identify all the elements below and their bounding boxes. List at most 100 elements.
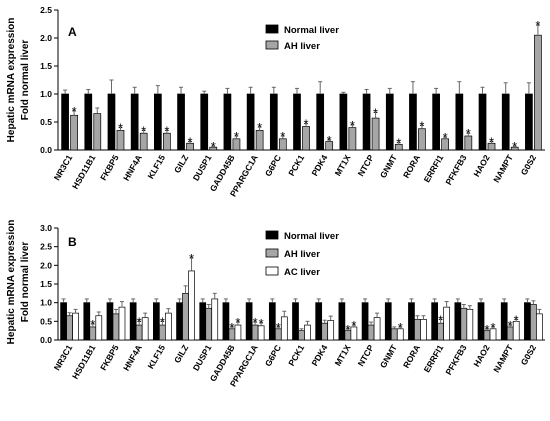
y-tick-label: 0.0 [40,335,52,345]
category-label: HSD11B1 [70,343,98,381]
bar [530,304,537,341]
bar [367,324,375,341]
category-label: GILZ [172,343,190,365]
legend-label: Normal liver [284,231,339,242]
panel-letter: B [68,235,77,249]
y-tick-label: 1.5 [40,279,52,289]
bar [246,93,255,151]
legend-swatch [265,230,279,240]
bar [177,93,185,151]
category-label: DUSP1 [191,153,214,183]
significance-star: * [137,314,142,329]
bar [362,93,371,151]
y-tick-label: 0.5 [40,316,52,326]
bar [536,313,543,341]
category-label: ERRFI1 [422,153,446,184]
bar [130,93,139,151]
y-tick-label: 2.0 [40,33,52,43]
bar [385,93,394,151]
bar [408,302,415,341]
bar [200,93,209,151]
category-label: FKBP5 [98,153,121,182]
significance-star: * [484,322,489,337]
bar [280,316,288,341]
category-label: NAMPT [491,152,515,184]
y-axis-label-1: Hepatic mRNA expression [6,220,17,345]
bar [361,302,369,341]
bar [176,302,183,341]
bar [500,302,508,341]
bar [373,317,381,341]
category-label: NTCP [356,153,376,178]
bar [316,93,325,151]
panel-letter: A [68,25,77,39]
bar [93,113,102,151]
bar [292,302,299,341]
bar [478,93,487,151]
y-tick-label: 2.5 [40,5,52,15]
significance-star: * [211,139,216,154]
category-label: G0S2 [519,153,539,177]
category-label: GILZ [172,153,190,175]
significance-star: * [489,135,494,150]
significance-star: * [257,120,262,135]
bar [199,302,207,341]
y-tick-label: 3.0 [40,223,52,233]
category-label: KLF15 [145,343,167,371]
significance-star: * [141,123,146,138]
bar [525,93,533,151]
significance-star: * [514,312,519,327]
bar [534,34,542,151]
bar [182,292,189,341]
bar [454,302,462,341]
bar [154,93,162,151]
bar [118,306,126,341]
category-label: KLF15 [145,153,167,181]
significance-star: * [396,136,401,151]
bar [460,307,468,341]
bar [61,93,69,151]
legend-label: Normal liver [284,25,339,36]
bar [327,320,335,341]
bar [414,319,421,341]
bar [106,302,114,341]
significance-star: * [253,315,258,330]
significance-star: * [160,314,165,329]
category-label: GNMT [378,152,400,179]
significance-star: * [535,18,540,33]
legend-swatch [265,40,279,50]
category-label: RORA [401,153,422,180]
bar [211,298,219,341]
significance-star: * [280,129,285,144]
bar [70,114,78,151]
bar [315,302,323,341]
y-tick-label: 0.5 [40,117,52,127]
category-label: MT1X [333,343,353,368]
y-tick-label: 0.0 [40,145,52,155]
category-label: G6PC [263,153,283,178]
category-label: PDK4 [309,343,329,368]
significance-star: * [90,317,95,332]
y-axis-label-2: Fold normal liver [20,40,31,121]
y-axis-label-1: Hepatic mRNA expression [6,18,17,143]
significance-star: * [235,315,240,330]
significance-star: * [189,251,194,266]
significance-star: * [259,316,264,331]
category-label: G6PC [263,343,283,368]
category-label: G0S2 [519,343,539,367]
y-tick-label: 2.5 [40,242,52,252]
significance-star: * [490,320,495,335]
y-tick-label: 2.0 [40,260,52,270]
bar [420,319,427,341]
significance-star: * [72,104,77,119]
bar [268,302,276,341]
significance-star: * [118,121,123,136]
bar [107,93,116,151]
bar [409,93,417,151]
bar [245,302,253,341]
category-label: FKBP5 [98,343,121,372]
bar [83,302,91,341]
category-label: GNMT [378,342,400,369]
significance-star: * [234,129,239,144]
